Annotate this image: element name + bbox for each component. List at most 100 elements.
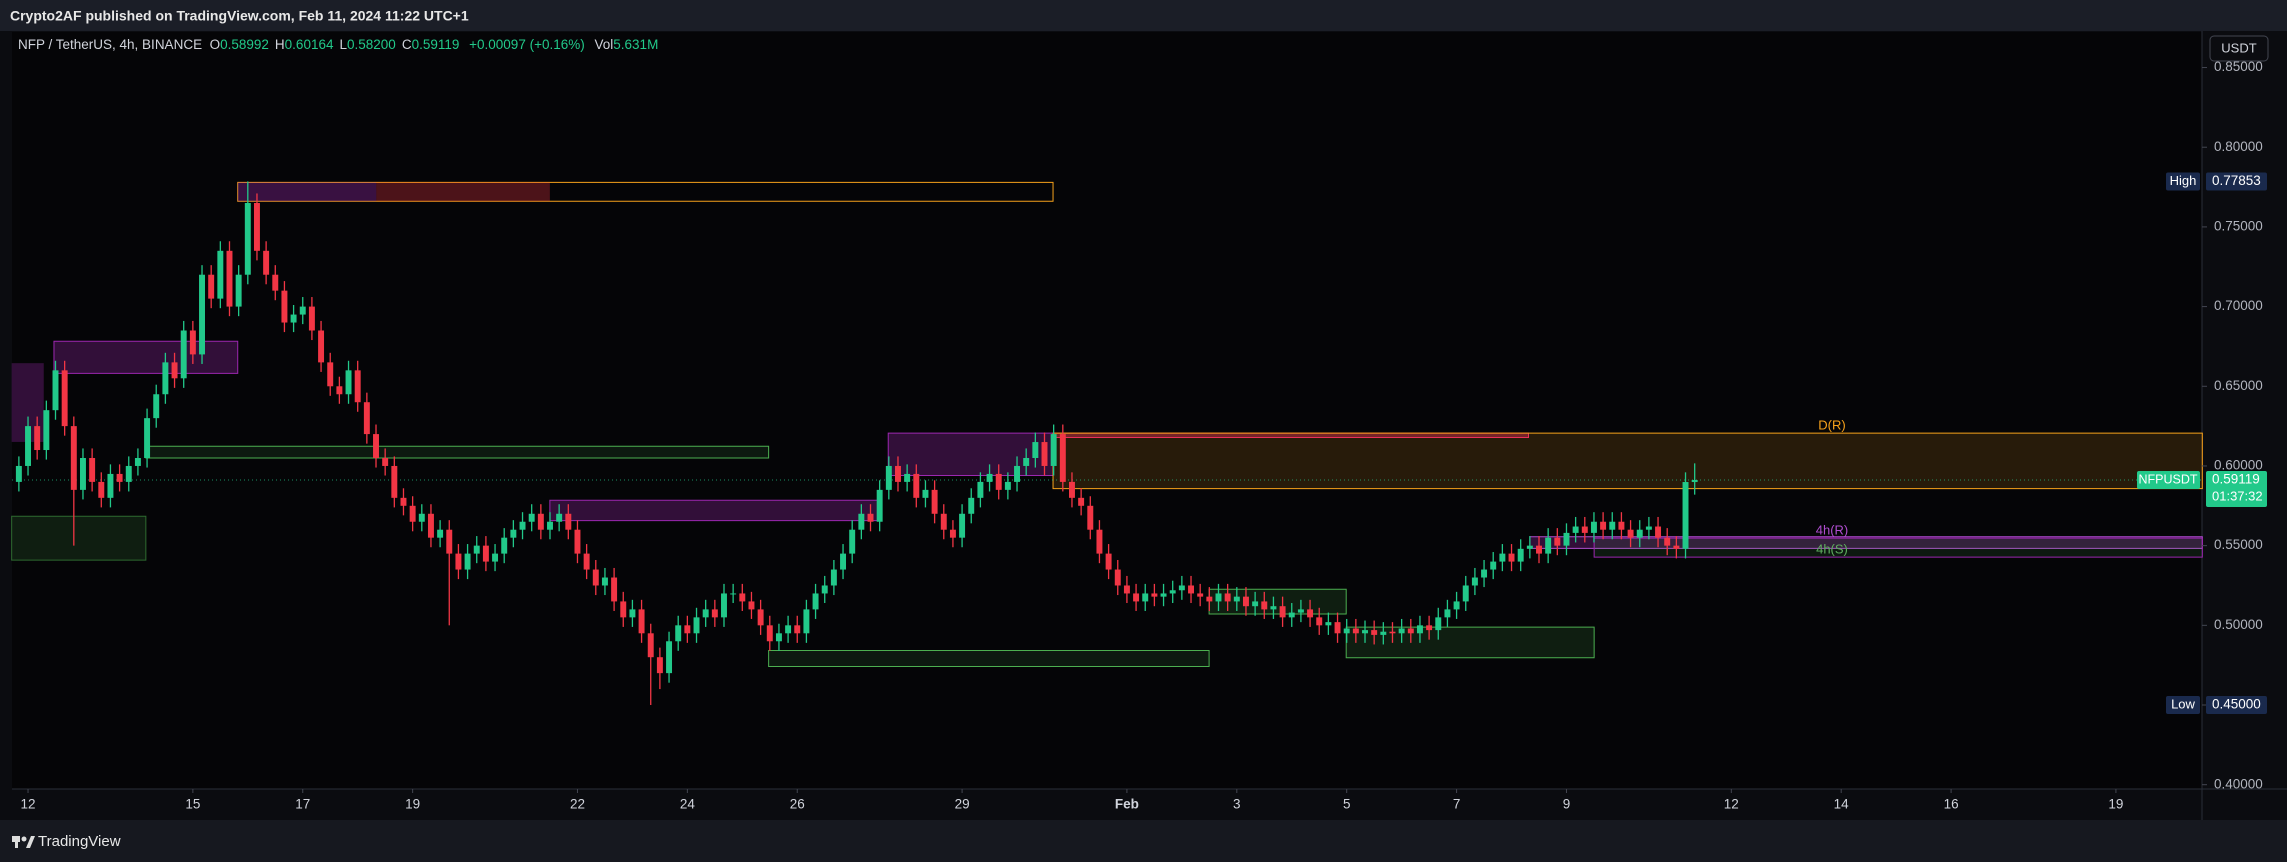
candle-body: [528, 513, 535, 522]
candle-body: [1536, 545, 1542, 554]
ohlc-value: 0.60164: [284, 37, 334, 52]
x-tick-label: 24: [680, 797, 696, 812]
candle-body: [1252, 601, 1259, 607]
candle-body: [867, 513, 874, 522]
candle-body: [1169, 590, 1176, 594]
candle-body: [895, 465, 901, 482]
candle-body: [1398, 628, 1405, 634]
candle-body: [739, 593, 746, 602]
candle-body: [1636, 529, 1643, 538]
candle-body: [1142, 593, 1149, 602]
x-tick-label: 12: [1724, 797, 1739, 812]
candle-body: [89, 457, 96, 482]
candle-body: [1078, 497, 1085, 506]
candle-body: [263, 250, 270, 275]
candle-body: [840, 553, 847, 570]
candle-body: [363, 402, 370, 435]
candle-body: [1151, 593, 1158, 597]
x-tick-label: 9: [1563, 797, 1571, 812]
candle-body: [1334, 622, 1341, 634]
candle-body: [803, 609, 810, 634]
candle-body: [1563, 532, 1570, 546]
candle-body: [1224, 593, 1231, 602]
candle-body: [473, 545, 480, 554]
candle-body: [15, 465, 22, 482]
candle-body: [244, 203, 251, 275]
candle-body: [1133, 593, 1140, 602]
currency-button[interactable]: [2209, 35, 2269, 62]
candle-body: [52, 370, 59, 411]
candle-body: [959, 513, 966, 538]
candle-body: [785, 625, 792, 634]
candle-body: [253, 203, 260, 251]
candle-body: [1188, 585, 1194, 594]
x-tick-label: 7: [1453, 797, 1461, 812]
candle-body: [1435, 617, 1442, 631]
x-tick-label: 19: [405, 797, 420, 812]
zone-label: D(R): [1818, 417, 1845, 432]
candle-body: [1471, 577, 1478, 586]
candle-body: [153, 394, 160, 419]
candle-body: [1362, 630, 1368, 634]
candle-body: [675, 625, 682, 642]
candle-body: [1242, 596, 1249, 607]
candle-body: [1590, 521, 1597, 533]
candle-body: [382, 457, 389, 466]
volume-key: Vol: [594, 37, 614, 52]
annotation-key-bg: [2166, 696, 2200, 715]
candle-body: [427, 513, 434, 538]
candle-body: [1389, 631, 1396, 634]
candle-body: [702, 609, 709, 618]
candle-body: [34, 426, 41, 451]
candle-body: [666, 641, 673, 674]
candle-body: [1545, 537, 1552, 554]
plot-area: [12, 32, 2202, 789]
candle-body: [1554, 537, 1561, 546]
annotation-value-bg: [2206, 172, 2267, 191]
x-tick-label: Feb: [1115, 797, 1139, 812]
candle-body: [1572, 526, 1579, 533]
candle-body: [345, 370, 352, 395]
candle-body: [510, 529, 517, 538]
candle-body: [1664, 537, 1671, 546]
annotation-value: 0.45000: [2212, 697, 2261, 712]
annotation-key: High: [2170, 173, 2197, 188]
candle-body: [492, 553, 499, 562]
annotation-value-bg: [2206, 696, 2267, 715]
candle-body: [1526, 545, 1533, 549]
candle-body: [272, 274, 279, 291]
candle-body: [1160, 593, 1167, 597]
candle-body: [1123, 585, 1130, 594]
x-tick-label: 15: [185, 797, 200, 812]
candle-body: [61, 370, 68, 427]
x-tick-label: 19: [2108, 797, 2123, 812]
candle-body: [217, 250, 224, 299]
candle-body: [1371, 630, 1378, 635]
candles: [15, 181, 1698, 706]
annotation-key-bg: [2166, 172, 2200, 191]
x-tick-label: 16: [1944, 797, 1959, 812]
candle-body: [1618, 521, 1625, 530]
candle-body: [1343, 628, 1350, 634]
candle-body: [537, 513, 544, 530]
candle-body: [794, 625, 801, 634]
ohlc-key: H: [274, 37, 285, 52]
candle-body: [1499, 553, 1506, 562]
candle-body: [1032, 442, 1039, 458]
candle-body: [1197, 593, 1204, 597]
currency-button-label[interactable]: USDT: [2221, 40, 2256, 55]
ohlc-key: C: [401, 37, 412, 52]
candle-body: [1416, 625, 1423, 634]
zone-label: 4h(S): [1816, 541, 1848, 556]
candle-body: [574, 529, 581, 554]
candle-body: [922, 489, 929, 498]
candle-body: [1261, 601, 1268, 610]
candle-body: [418, 513, 425, 522]
candle-body: [1352, 628, 1359, 634]
candle-body: [1004, 481, 1011, 490]
candle-body: [968, 497, 975, 514]
x-tick-label: 5: [1343, 797, 1351, 812]
candle-body: [1407, 628, 1414, 634]
symbol: NFP / TetherUS, 4h, BINANCE: [18, 37, 203, 52]
candle-body: [226, 250, 233, 307]
